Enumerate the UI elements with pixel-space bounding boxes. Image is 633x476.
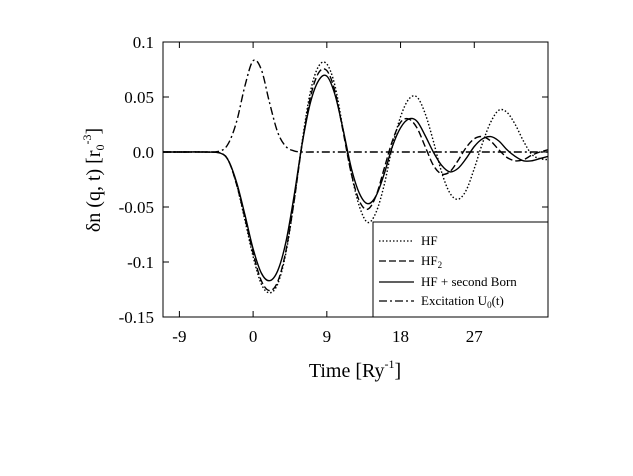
- x-tick-label: 18: [392, 327, 409, 346]
- x-axis-title: Time [Ry-1]: [309, 357, 401, 382]
- legend-label-second-born: HF + second Born: [421, 274, 517, 289]
- series-line-2: [163, 68, 548, 292]
- y-tick-label: -0.15: [119, 308, 154, 327]
- series-line-3: [163, 74, 548, 282]
- plot-frame: [162, 41, 549, 318]
- x-tick-label: 27: [466, 327, 484, 346]
- y-tick-label: 0.1: [133, 33, 154, 52]
- y-tick-label: -0.05: [119, 198, 154, 217]
- legend-label-hf: HF: [421, 233, 438, 248]
- y-axis-title: δn (q, t) [r0-3]: [80, 128, 107, 232]
- x-tick-label: -9: [172, 327, 186, 346]
- series-layer: [163, 59, 548, 294]
- legend: HF HF2 HF + second Born Excitation U0(t): [372, 221, 549, 318]
- x-tick-label: 0: [249, 327, 258, 346]
- series-line-1: [163, 61, 548, 294]
- legend-box: [372, 221, 549, 318]
- y-tick-label: 0.0: [133, 143, 154, 162]
- x-tick-label: 9: [323, 327, 332, 346]
- legend-label-hf2: HF2: [421, 253, 442, 270]
- y-tick-label: -0.1: [127, 253, 154, 272]
- series-line-4: [163, 59, 548, 153]
- ticks-layer: -9 0 9 18 27 0.1 0.05 0.0 -0.05 -0.1 -0.15: [119, 33, 548, 346]
- legend-label-excitation: Excitation U0(t): [421, 293, 504, 310]
- y-tick-label: 0.05: [124, 88, 154, 107]
